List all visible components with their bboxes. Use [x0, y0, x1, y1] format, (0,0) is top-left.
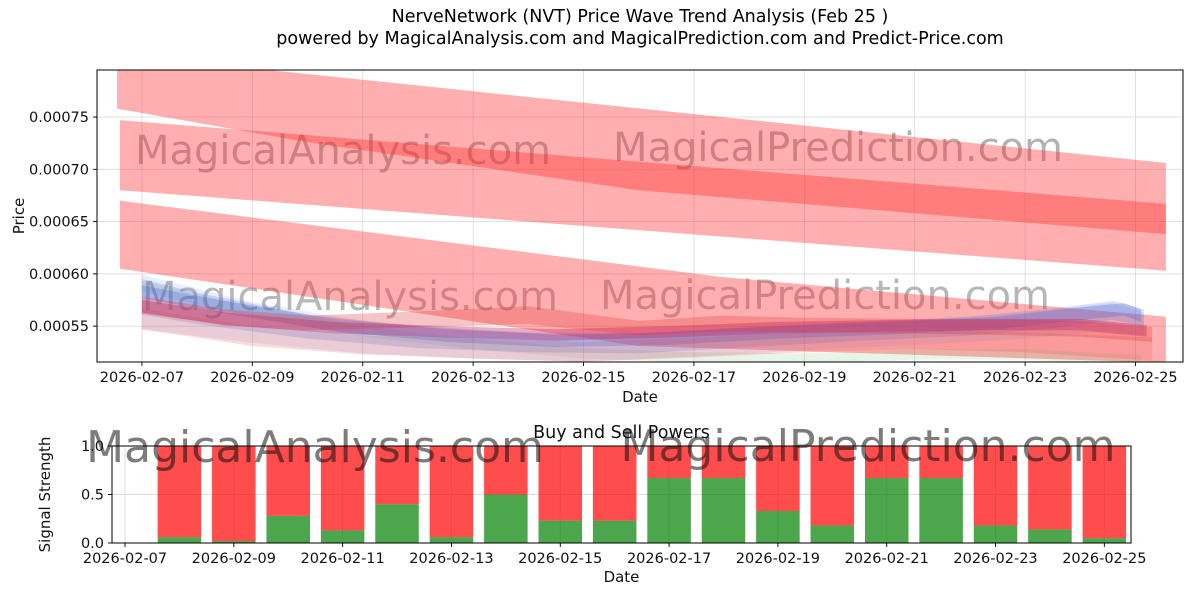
chart-price-wave-trend: MagicalAnalysis.com MagicalPrediction.com…	[10, 69, 1184, 406]
band-wave-blue-core	[141, 285, 1142, 348]
x-tick-label: 2026-02-19	[736, 551, 820, 567]
bar-sell-2026-02-25	[1082, 446, 1127, 539]
bar-buy-2026-02-10	[266, 515, 310, 543]
x-tick-label: 2026-02-15	[541, 370, 625, 386]
y-tick-label: 0.0	[81, 536, 104, 552]
x-tick-label: 2026-02-13	[431, 370, 515, 386]
tick-labels: 2026-02-07 2026-02-09 2026-02-11 2026-02-13…	[29, 110, 1178, 386]
bar-sell-2026-02-08	[157, 446, 202, 538]
bar-buy-2026-02-16	[592, 520, 637, 543]
bar-buy-2026-02-25	[1082, 538, 1127, 543]
x-tick-label: 2026-02-11	[300, 551, 384, 567]
band-wave-green	[141, 281, 1142, 362]
bar-buy-2026-02-08	[157, 537, 202, 543]
watermark-text: MagicalAnalysis.com	[142, 274, 558, 320]
watermark-text: MagicalAnalysis.com	[135, 128, 551, 174]
chart-buy-sell-powers: MagicalAnalysis.com MagicalPrediction.com…	[36, 421, 1146, 586]
x-tick-label: 2026-02-07	[100, 370, 184, 386]
x-tick-label: 2026-02-23	[983, 370, 1067, 386]
bar-buy-2026-02-14	[484, 494, 528, 543]
buy-sell-powers-content	[157, 446, 1127, 543]
bar-buy-2026-02-15	[538, 520, 583, 543]
bar-buy-2026-02-20	[810, 525, 855, 543]
bar-buy-2026-02-12	[375, 504, 419, 543]
watermark-text: MagicalAnalysis.com	[86, 422, 544, 473]
bar-sell-2026-02-20	[810, 446, 855, 526]
watermark-text: MagicalPrediction.com	[613, 125, 1063, 171]
xlabel: Date	[622, 388, 658, 406]
bar-sell-2026-02-23	[973, 446, 1018, 526]
bar-sell-2026-02-24	[1028, 446, 1072, 530]
bar-buy-2026-02-21	[864, 478, 909, 543]
bar-sell-2026-02-13	[429, 446, 474, 538]
band-wave-red-upper	[141, 296, 1153, 342]
x-tick-label: 2026-02-21	[873, 370, 957, 386]
x-tick-label: 2026-02-21	[845, 551, 929, 567]
bar-buy-2026-02-22	[919, 478, 963, 543]
bar-sell-2026-02-15	[538, 446, 583, 521]
tick-labels: 2026-02-07 2026-02-09 2026-02-11 2026-02-13…	[81, 439, 1147, 567]
figure-title-line2: powered by MagicalAnalysis.com and Magic…	[276, 29, 1004, 49]
bar-buy-2026-02-18	[701, 478, 746, 543]
y-tick-label: 0.00070	[29, 162, 89, 178]
bar-buy-2026-02-24	[1028, 529, 1072, 543]
band-wedge-middle	[119, 120, 1166, 271]
watermarks: MagicalAnalysis.com MagicalPrediction.com…	[135, 125, 1063, 320]
bar-buy-2026-02-23	[973, 525, 1018, 543]
band-wave-red-lower	[141, 308, 1153, 362]
figure-title: NerveNetwork (NVT) Price Wave Trend Anal…	[97, 6, 1183, 50]
bar-buy-2026-02-19	[756, 510, 800, 543]
bar-buy-2026-02-17	[647, 478, 691, 543]
bar-buy-2026-02-13	[429, 537, 474, 543]
bar-sell-2026-02-22	[919, 446, 963, 479]
x-tick-label: 2026-02-09	[192, 551, 276, 567]
axes-frame	[96, 69, 1184, 363]
y-tick-label: 0.00075	[29, 110, 89, 126]
bar-sell-2026-02-18	[701, 446, 746, 479]
bar-sell-2026-02-16	[592, 446, 637, 521]
band-wedge-lower	[119, 200, 1166, 362]
ylabel: Price	[10, 198, 28, 235]
y-tick-label: 0.00055	[29, 319, 89, 335]
band-wave-crimson-core	[141, 300, 1147, 341]
band-wave-blue-mid	[141, 279, 1144, 354]
y-tick-label: 0.00065	[29, 215, 89, 231]
band-wedge-upper	[117, 70, 1166, 235]
x-tick-label: 2026-02-17	[627, 551, 711, 567]
bar-sell-2026-02-12	[375, 446, 419, 505]
bar-sell-2026-02-19	[756, 446, 800, 511]
y-tick-label: 0.5	[81, 488, 104, 504]
bar-buy-2026-02-09	[212, 541, 256, 543]
x-tick-label: 2026-02-13	[409, 551, 493, 567]
watermark-text: MagicalPrediction.com	[600, 273, 1050, 319]
bar-sell-2026-02-09	[212, 446, 256, 542]
gridlines	[97, 70, 1183, 362]
chart-title: Buy and Sell Powers	[533, 423, 710, 443]
y-tick-label: 1.0	[81, 439, 104, 455]
bar-buy-2026-02-11	[320, 530, 365, 543]
x-tick-label: 2026-02-07	[83, 551, 167, 567]
x-tick-label: 2026-02-09	[210, 370, 294, 386]
y-tick-label: 0.00060	[29, 267, 89, 283]
ylabel: Signal Strength	[36, 437, 54, 553]
band-wave-blue-wide	[141, 274, 1144, 362]
price-wave-trend-content	[117, 70, 1166, 362]
x-tick-label: 2026-02-23	[953, 551, 1037, 567]
xlabel: Date	[604, 568, 640, 586]
x-tick-label: 2026-02-15	[518, 551, 602, 567]
x-tick-label: 2026-02-17	[652, 370, 736, 386]
bar-sell-2026-02-14	[484, 446, 528, 495]
bar-sell-2026-02-17	[647, 446, 691, 479]
bar-sell-2026-02-11	[320, 446, 365, 531]
x-tick-label: 2026-02-19	[762, 370, 846, 386]
x-tick-label: 2026-02-25	[1093, 370, 1177, 386]
bar-sell-2026-02-21	[864, 446, 909, 479]
figure-title-line1: NerveNetwork (NVT) Price Wave Trend Anal…	[391, 7, 889, 27]
x-tick-label: 2026-02-25	[1062, 551, 1146, 567]
bar-sell-2026-02-10	[266, 446, 310, 516]
x-tick-label: 2026-02-11	[321, 370, 405, 386]
